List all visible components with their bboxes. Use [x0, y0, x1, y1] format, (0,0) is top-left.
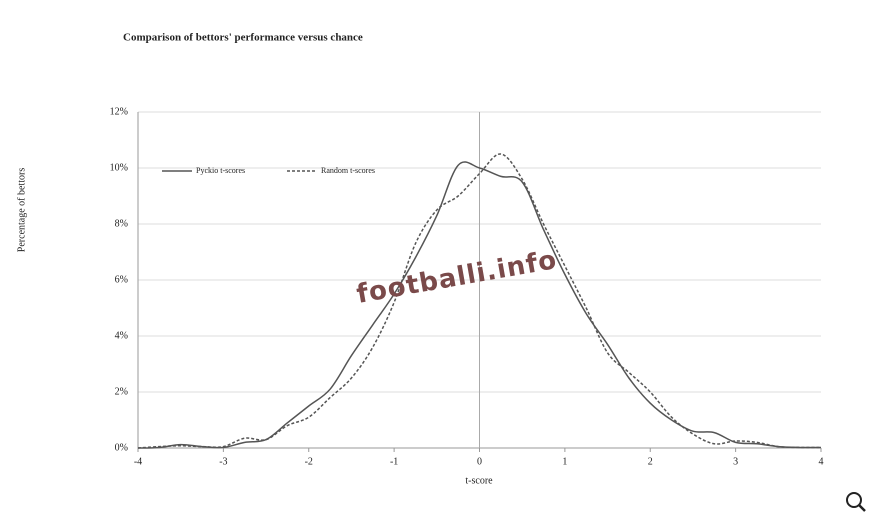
- y-tick-label: 12%: [110, 106, 128, 117]
- x-tick-label: -3: [219, 456, 227, 467]
- y-tick-label: 0%: [115, 442, 128, 453]
- y-tick-label: 6%: [115, 274, 128, 285]
- x-tick-label: -2: [305, 456, 313, 467]
- y-tick-label: 2%: [115, 386, 128, 397]
- y-tick-label: 4%: [115, 330, 128, 341]
- x-axis-label: t-score: [465, 475, 493, 486]
- series-line: [137, 161, 822, 449]
- chart-title: Comparison of bettors' performance versu…: [123, 32, 363, 44]
- y-tick-label: 10%: [110, 162, 128, 173]
- x-tick-label: 1: [562, 456, 567, 467]
- legend-label: Random t-scores: [321, 166, 375, 175]
- x-tick-label: -1: [390, 456, 398, 467]
- x-tick-label: 0: [477, 456, 482, 467]
- x-tick-label: 4: [819, 456, 824, 467]
- y-tick-label: 8%: [115, 218, 128, 229]
- legend-label: Pyckio t-scores: [196, 166, 245, 175]
- watermark: footballi.info: [354, 245, 559, 310]
- x-tick-label: -4: [134, 456, 142, 467]
- y-axis-label: Percentage of bettors: [16, 168, 27, 253]
- search-icon[interactable]: [846, 492, 866, 512]
- x-tick-label: 2: [648, 456, 653, 467]
- x-tick-label: 3: [733, 456, 738, 467]
- series-line: [137, 153, 822, 449]
